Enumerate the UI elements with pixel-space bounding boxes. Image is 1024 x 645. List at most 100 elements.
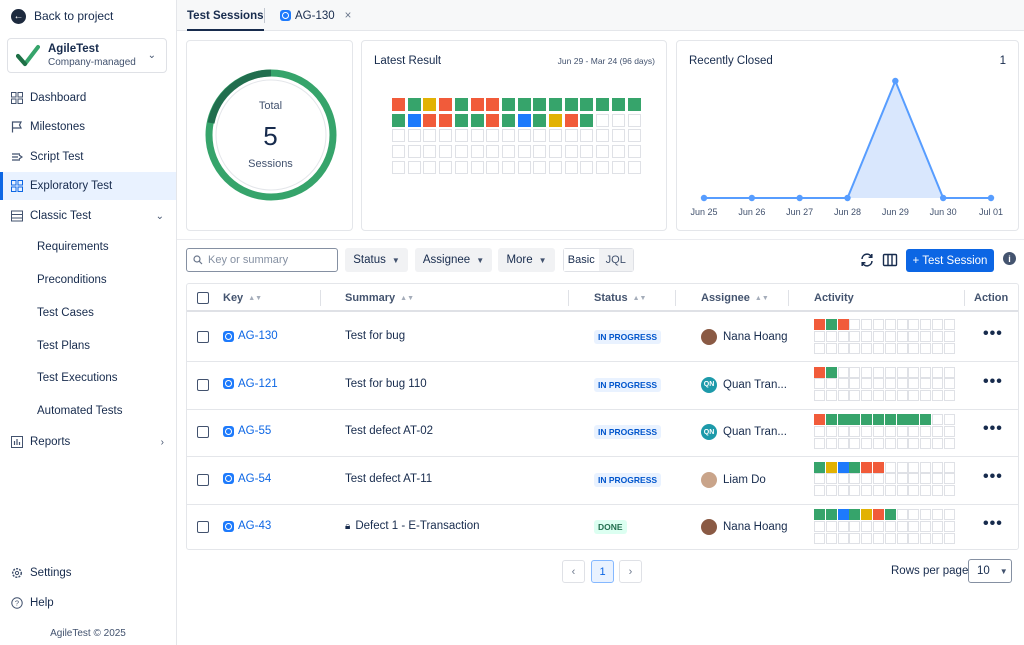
table-row[interactable]: AG-43 🔒︎ Defect 1 - E-Transaction DONE Nana …	[187, 504, 1018, 552]
activity-cell	[825, 520, 837, 532]
assignee: QN Quan Tran...	[701, 424, 787, 440]
more-actions-icon[interactable]: •••	[983, 467, 1003, 485]
session-key-link[interactable]: AG-43	[223, 520, 271, 532]
activity-cell	[943, 378, 955, 390]
sidebar-item-milestones[interactable]: Milestones	[0, 113, 176, 141]
jql-mode-button[interactable]: JQL	[598, 249, 633, 271]
sidebar-subitem-test-executions[interactable]: Test Executions	[37, 372, 118, 384]
row-checkbox[interactable]	[197, 378, 209, 391]
activity-cell	[943, 390, 955, 402]
next-page-button[interactable]: ›	[619, 560, 642, 583]
sidebar-item-label: Classic Test	[30, 210, 92, 222]
sidebar-subitem-preconditions[interactable]: Preconditions	[37, 274, 107, 286]
basic-mode-button[interactable]: Basic	[564, 249, 599, 271]
sidebar-subitem-test-cases[interactable]: Test Cases	[37, 307, 94, 319]
page-1-button[interactable]: 1	[591, 560, 614, 583]
activity-cell	[908, 366, 920, 378]
summary-text: Test for bug 110	[345, 377, 427, 390]
activity-cell	[908, 425, 920, 437]
tab-test-sessions[interactable]: Test Sessions	[187, 0, 264, 31]
column-header-status[interactable]: Status ▲▼	[594, 284, 646, 312]
table-row[interactable]: AG-55 Test defect AT-02 IN PROGRESS QN Quan …	[187, 409, 1018, 457]
result-cell	[454, 160, 468, 174]
result-cell	[392, 129, 405, 143]
activity-cell	[873, 437, 884, 449]
table-row[interactable]: AG-121 Test for bug 110 IN PROGRESS QN Quan …	[187, 362, 1018, 410]
close-icon[interactable]: ×	[344, 9, 352, 22]
sidebar-item-settings[interactable]: Settings	[0, 559, 176, 587]
column-header-summary[interactable]: Summary ▲▼	[345, 284, 414, 312]
activity-cell	[943, 319, 955, 330]
more-actions-icon[interactable]: •••	[983, 372, 1003, 390]
activity-cell	[896, 390, 908, 402]
assignee-filter-dropdown[interactable]: Assignee ▼	[415, 248, 492, 272]
activity-cell	[814, 319, 825, 330]
sidebar-item-help[interactable]: ? Help	[0, 589, 176, 617]
activity-cell	[943, 414, 955, 425]
activity-cell	[932, 485, 943, 497]
refresh-icon[interactable]	[859, 252, 875, 268]
rows-per-page-label: Rows per page	[891, 565, 969, 577]
search-input[interactable]	[208, 254, 328, 266]
session-key-link[interactable]: AG-121	[223, 378, 278, 390]
previous-page-button[interactable]: ‹	[562, 560, 585, 583]
bar-chart-icon	[11, 436, 23, 448]
sidebar-subitem-requirements[interactable]: Requirements	[37, 241, 109, 253]
more-actions-icon[interactable]: •••	[983, 325, 1003, 342]
row-checkbox[interactable]	[197, 521, 209, 533]
back-to-project-link[interactable]: ← Back to project	[11, 7, 113, 25]
sidebar-item-classic-test[interactable]: Classic Test ⌄	[0, 202, 176, 230]
session-summary: Test defect AT-11	[345, 473, 432, 485]
sidebar-subitem-automated-tests[interactable]: Automated Tests	[37, 405, 123, 417]
activity-cell	[932, 425, 943, 437]
row-checkbox[interactable]	[197, 331, 209, 343]
result-cell	[470, 98, 484, 111]
session-key-link[interactable]: AG-54	[223, 473, 271, 485]
chart-point	[844, 194, 851, 202]
select-all-checkbox[interactable]	[197, 292, 209, 304]
sidebar-item-reports[interactable]: Reports ›	[0, 428, 176, 456]
tab-ag-130[interactable]: AG-130 ×	[280, 0, 351, 31]
new-test-session-button[interactable]: + Test Session	[906, 249, 994, 272]
column-header-assignee[interactable]: Assignee ▲▼	[701, 284, 769, 312]
search-mode-toggle: Basic JQL	[563, 248, 634, 272]
more-filter-dropdown[interactable]: More ▼	[498, 248, 555, 272]
more-actions-icon[interactable]: •••	[983, 420, 1003, 437]
assignee: Nana Hoang	[701, 329, 788, 345]
table-row[interactable]: AG-54 Test defect AT-11 IN PROGRESS Liam Do…	[187, 457, 1018, 505]
search-field[interactable]	[186, 248, 338, 272]
row-checkbox[interactable]	[197, 473, 209, 486]
columns-icon[interactable]	[882, 252, 898, 268]
activity-cell	[814, 461, 825, 473]
activity-cell	[825, 461, 837, 473]
session-icon	[223, 520, 234, 532]
info-icon[interactable]: i	[1003, 252, 1016, 265]
activity-cell	[896, 319, 908, 330]
session-key-link[interactable]: AG-130	[223, 330, 278, 342]
column-header-key[interactable]: Key ▲▼	[223, 284, 262, 312]
sidebar-item-exploratory-test[interactable]: Exploratory Test	[0, 172, 176, 200]
project-name: AgileTest	[48, 43, 99, 55]
session-summary: 🔒︎ Defect 1 - E-Transaction	[345, 520, 480, 532]
activity-cell	[932, 414, 943, 425]
sidebar-item-dashboard[interactable]: Dashboard	[0, 84, 176, 112]
result-cell	[627, 98, 641, 111]
sidebar-subitem-test-plans[interactable]: Test Plans	[37, 340, 91, 352]
result-cell	[580, 113, 594, 127]
activity-cell	[849, 509, 861, 520]
x-tick-label: Jun 26	[738, 207, 765, 217]
activity-cell	[861, 509, 873, 520]
sidebar-item-label: Reports	[30, 436, 71, 448]
rows-per-page-select[interactable]: 10 ▼	[968, 559, 1012, 583]
sidebar-item-script-test[interactable]: Script Test	[0, 143, 176, 171]
status-filter-dropdown[interactable]: Status ▼	[345, 248, 408, 272]
result-cell	[517, 129, 531, 143]
table-row[interactable]: AG-130 Test for bug IN PROGRESS Nana Hoang •…	[187, 314, 1018, 362]
row-checkbox[interactable]	[197, 426, 209, 438]
project-selector[interactable]: AgileTest Company-managed ⌄	[7, 38, 167, 73]
session-key-link[interactable]: AG-55	[223, 425, 271, 437]
sidebar-footer: AgileTest © 2025	[50, 628, 126, 639]
svg-text:?: ?	[15, 599, 19, 608]
activity-cell	[837, 414, 849, 425]
more-actions-icon[interactable]: •••	[983, 515, 1003, 532]
